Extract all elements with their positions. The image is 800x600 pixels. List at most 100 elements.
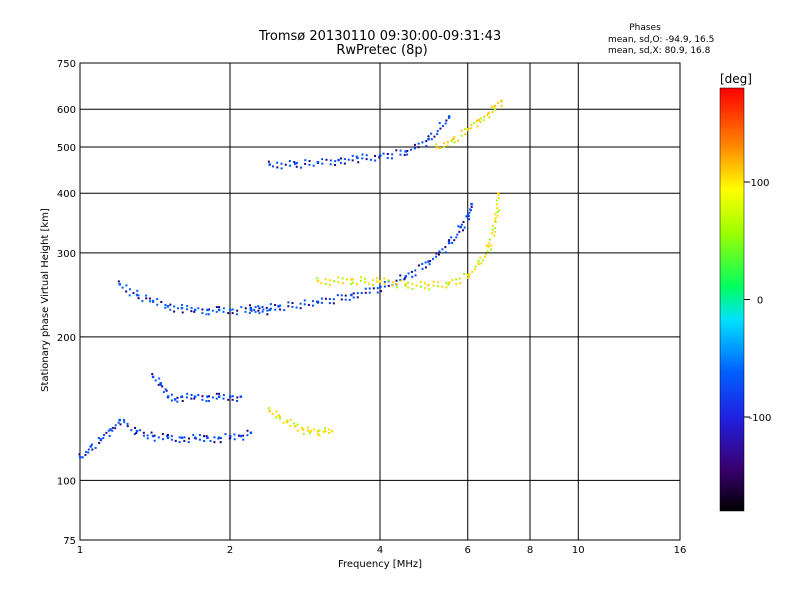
data-point — [277, 305, 280, 308]
data-point — [292, 422, 295, 425]
data-point — [261, 306, 264, 309]
data-point — [229, 437, 232, 440]
data-point — [352, 292, 355, 295]
data-point — [419, 280, 422, 283]
data-point — [211, 396, 214, 399]
data-point — [316, 279, 320, 283]
data-point — [453, 136, 456, 139]
data-point — [399, 278, 402, 281]
data-point — [321, 162, 324, 165]
data-point — [231, 395, 234, 398]
data-point — [151, 375, 155, 379]
data-point — [203, 439, 206, 442]
data-point — [468, 211, 471, 214]
data-point — [453, 239, 456, 242]
data-point — [404, 283, 407, 286]
data-point — [399, 149, 402, 152]
data-point — [446, 141, 449, 144]
data-point — [459, 282, 462, 285]
data-point — [332, 302, 335, 305]
data-point — [122, 418, 125, 421]
data-point — [495, 199, 498, 202]
data-point — [123, 421, 126, 424]
data-point — [471, 270, 474, 273]
data-point — [350, 283, 353, 286]
data-point — [293, 161, 296, 164]
data-point — [181, 400, 184, 403]
data-point — [333, 280, 336, 283]
data-point — [231, 312, 234, 315]
data-point — [491, 224, 494, 227]
data-point — [355, 155, 358, 158]
data-point — [468, 218, 471, 221]
data-point — [213, 436, 216, 439]
data-point — [153, 439, 156, 442]
data-point — [411, 283, 414, 286]
data-point — [439, 147, 442, 150]
data-point — [268, 163, 271, 166]
data-point — [373, 154, 376, 157]
data-point — [470, 209, 473, 212]
data-point — [447, 116, 450, 119]
data-point — [462, 229, 465, 232]
data-point — [187, 437, 190, 440]
data-point — [128, 294, 131, 297]
data-point — [276, 166, 279, 169]
data-point — [345, 278, 348, 281]
data-point — [344, 294, 347, 297]
data-point — [442, 142, 445, 145]
data-point — [424, 287, 427, 290]
data-point — [271, 413, 274, 416]
data-point — [435, 252, 438, 255]
data-point — [159, 382, 162, 385]
data-point — [376, 291, 379, 294]
data-point — [428, 288, 431, 291]
data-point — [242, 438, 245, 441]
data-point — [466, 273, 470, 277]
data-point — [170, 435, 173, 438]
data-point — [445, 281, 448, 284]
data-point — [169, 303, 172, 306]
chart-subtitle: RwPretec (8p) — [336, 43, 427, 58]
data-point — [207, 308, 210, 311]
data-point — [135, 429, 139, 433]
data-point — [391, 284, 394, 287]
data-point — [99, 438, 103, 441]
data-point — [151, 434, 155, 438]
data-point — [253, 308, 256, 311]
data-point — [352, 296, 355, 299]
data-point — [493, 230, 496, 233]
data-point — [482, 259, 485, 262]
data-point — [239, 434, 243, 438]
data-point — [396, 283, 399, 286]
data-point — [477, 118, 480, 122]
data-point — [185, 308, 188, 311]
data-point — [463, 226, 466, 229]
data-point — [400, 279, 403, 282]
data-point — [254, 306, 257, 309]
data-point — [156, 303, 159, 306]
y-axis-label: Stationary phase Virtual Height [km] — [40, 208, 51, 392]
data-point — [231, 308, 234, 311]
data-point — [239, 395, 243, 398]
data-point — [493, 219, 497, 223]
data-point — [207, 395, 210, 398]
data-point — [316, 433, 319, 436]
data-point — [375, 280, 378, 283]
data-point — [164, 388, 167, 391]
data-point — [308, 160, 311, 163]
data-point — [295, 162, 298, 165]
data-point — [249, 304, 252, 307]
data-point — [133, 433, 136, 436]
data-point — [303, 299, 306, 302]
data-point — [371, 284, 374, 287]
data-point — [419, 285, 422, 288]
data-point — [479, 256, 482, 259]
data-point — [180, 395, 184, 398]
data-point — [90, 443, 93, 446]
data-point — [91, 448, 94, 451]
data-point — [466, 214, 470, 217]
stats-o-mode: mean, sd,O: -94.9, 16.5 — [608, 35, 714, 45]
data-point — [437, 253, 440, 256]
data-point — [387, 279, 390, 282]
